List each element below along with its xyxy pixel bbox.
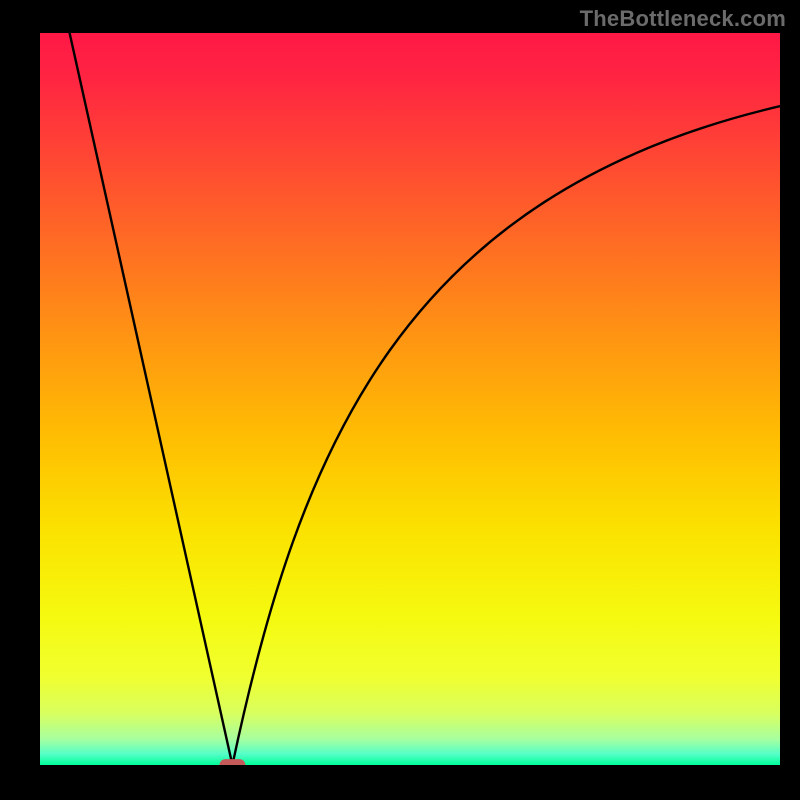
minimum-marker [220, 759, 245, 765]
watermark-text: TheBottleneck.com [580, 6, 786, 32]
chart-curve [40, 33, 780, 765]
chart-plot-area [40, 33, 780, 765]
